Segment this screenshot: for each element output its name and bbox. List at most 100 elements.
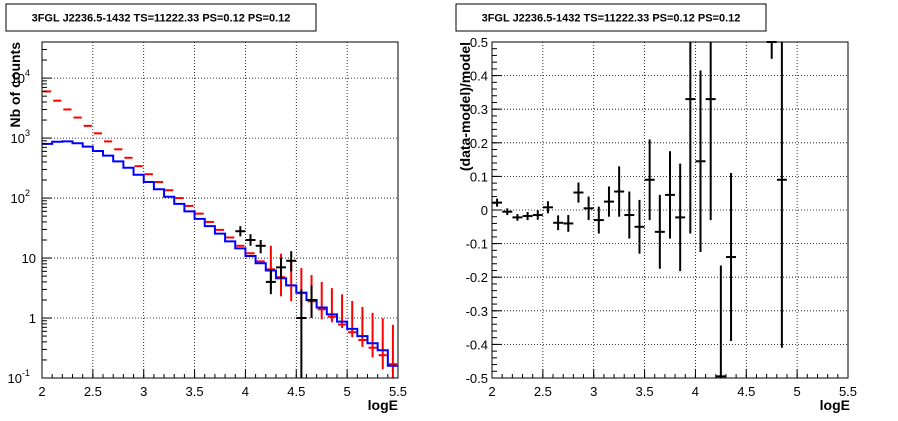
data-point — [296, 289, 307, 378]
left-x-tick-label: 3.5 — [186, 384, 204, 399]
left-x-tick-label: 2 — [38, 384, 45, 399]
red-model-bin — [215, 228, 225, 231]
residual-point — [563, 215, 574, 232]
left-x-tick-label: 4 — [242, 384, 249, 399]
right-y-tick-label: 0.2 — [470, 136, 488, 151]
left-y-axis-label: Nb of counts — [7, 42, 23, 128]
residual-point — [715, 265, 726, 378]
red-model-bin — [236, 244, 245, 247]
left-x-axis-label: logE — [368, 397, 398, 413]
red-model-bin — [114, 148, 123, 151]
residual-point — [492, 198, 503, 207]
residual-point — [614, 166, 625, 217]
residual-point — [665, 151, 675, 239]
red-model-bin — [358, 306, 367, 347]
red-model-bin — [348, 300, 357, 338]
data-point — [255, 239, 266, 254]
right-y-tick-label: 0.5 — [470, 35, 488, 50]
residual-point — [593, 206, 604, 234]
right-ticks: 2 2.5 3 3.5 4 4.5 5 5.5 -0.5 -0.4 -0.3 -0.2 -0.1 0 0.1… — [466, 35, 857, 399]
right-x-tick-label: 2 — [488, 384, 495, 399]
residual-point — [654, 194, 665, 269]
left-y-tick-base: 10 — [22, 251, 36, 266]
red-model-bin — [93, 132, 103, 135]
right-chart: 3FGL J2236.5-1432 TS=11222.33 PS=0.12 PS… — [455, 3, 857, 413]
data-point — [276, 258, 287, 279]
left-y-tick-exponent: 3 — [25, 128, 30, 138]
residual-point — [634, 199, 645, 254]
left-title-box — [5, 3, 317, 32]
red-model-bin — [154, 181, 164, 184]
residual-point — [776, 42, 787, 348]
left-y-tick-exponent: -1 — [22, 368, 30, 378]
right-y-axis-label: (data-model)/model — [457, 42, 473, 171]
left-y-tick-base: 10 — [8, 371, 22, 386]
residual-point — [512, 214, 523, 221]
data-point — [265, 269, 276, 295]
left-y-tick-label: 103 — [11, 128, 30, 146]
residual-point — [573, 182, 584, 203]
left-x-tick-label: 4.5 — [287, 384, 305, 399]
left-plot-frame — [41, 41, 399, 379]
red-model-bin — [317, 281, 326, 320]
residual-point — [553, 215, 564, 231]
right-y-tick-label: -0.5 — [466, 371, 488, 386]
residual-point — [685, 42, 696, 234]
right-x-tick-label: 5 — [794, 384, 801, 399]
data-point — [245, 234, 256, 246]
right-series — [492, 41, 787, 378]
residual-point — [502, 208, 513, 216]
residual-point — [675, 163, 686, 272]
right-chart-title: 3FGL J2236.5-1432 TS=11222.33 PS=0.12 PS… — [482, 13, 741, 25]
left-y-tick-label: 102 — [11, 188, 30, 206]
right-y-tick-label: -0.2 — [466, 270, 488, 285]
right-x-axis-label: logE — [820, 397, 850, 413]
red-model-bin — [388, 324, 397, 378]
red-model-bin — [246, 252, 255, 255]
left-y-tick-exponent: 4 — [25, 68, 30, 78]
red-model-bin — [134, 165, 143, 168]
red-model-bin — [327, 288, 336, 323]
left-x-tick-label: 5 — [344, 384, 351, 399]
red-model-bin — [104, 140, 113, 143]
left-y-tick-label: 1 — [29, 311, 36, 326]
left-series — [42, 90, 398, 378]
left-y-tick-base: 10 — [11, 71, 25, 86]
red-model-bin — [226, 236, 235, 239]
red-model-bin — [83, 124, 92, 127]
right-x-tick-label: 2.5 — [534, 384, 552, 399]
blue-model-step-line — [42, 140, 398, 367]
left-y-tick-label: 10-1 — [8, 368, 30, 386]
red-model-bin — [256, 260, 265, 263]
right-y-tick-label: -0.4 — [466, 337, 488, 352]
residual-point — [695, 70, 706, 252]
left-y-tick-base: 10 — [11, 191, 25, 206]
left-y-tick-label: 104 — [11, 68, 30, 86]
data-point — [286, 251, 297, 272]
residual-point — [583, 196, 594, 221]
red-model-bin — [165, 189, 174, 192]
residual-point — [542, 201, 553, 214]
left-x-tick-label: 2.5 — [84, 384, 102, 399]
data-point — [306, 285, 317, 319]
residual-point — [705, 42, 716, 221]
right-x-tick-label: 3.5 — [636, 384, 654, 399]
residual-point — [644, 139, 655, 221]
red-model-bin — [195, 212, 204, 215]
red-model-bin — [368, 312, 377, 358]
left-y-tick-base: 10 — [11, 131, 25, 146]
left-y-tick-label: 10 — [22, 251, 36, 266]
residual-point — [532, 210, 543, 220]
red-model-bin — [53, 99, 62, 102]
left-chart: 3FGL J2236.5-1432 TS=11222.33 PS=0.12 PS… — [5, 3, 407, 413]
right-x-tick-label: 4 — [692, 384, 699, 399]
right-plot-frame — [491, 41, 849, 379]
red-model-bin — [73, 116, 82, 119]
red-model-bin — [124, 156, 133, 159]
left-y-tick-exponent: 2 — [25, 188, 30, 198]
right-x-tick-label: 5.5 — [839, 384, 857, 399]
right-y-tick-label: 0.4 — [470, 69, 488, 84]
